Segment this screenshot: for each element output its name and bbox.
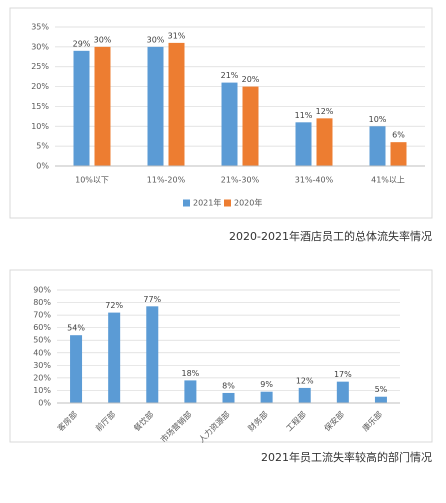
bar — [70, 335, 83, 403]
data-label: 5% — [375, 385, 388, 394]
bar — [108, 312, 121, 403]
x-tick-label: 10%以下 — [75, 176, 109, 185]
data-label: 12% — [296, 376, 314, 385]
bar — [168, 42, 185, 167]
y-tick-label: 50% — [33, 336, 51, 345]
legend-swatch — [224, 199, 231, 207]
y-tick-label: 70% — [33, 311, 51, 320]
bar — [242, 86, 259, 166]
y-tick-label: 20% — [31, 82, 49, 91]
bar — [390, 142, 407, 166]
y-tick-label: 5% — [36, 142, 49, 151]
data-label: 20% — [242, 75, 260, 84]
x-tick-label: 31%-40% — [295, 176, 334, 185]
data-label: 31% — [168, 31, 186, 40]
legend-label: 2020年 — [234, 198, 262, 208]
y-tick-label: 25% — [31, 62, 49, 71]
chart-caption: 2021年员工流失率较高的部门情况 — [261, 450, 432, 464]
data-label: 29% — [73, 39, 91, 48]
data-label: 30% — [147, 35, 165, 44]
y-tick-label: 10% — [33, 386, 51, 395]
y-tick-label: 35% — [31, 23, 49, 32]
chart-caption: 2020-2021年酒店员工的总体流失率情况 — [229, 229, 432, 243]
data-label: 17% — [334, 370, 352, 379]
y-tick-label: 0% — [36, 162, 49, 171]
data-label: 21% — [221, 71, 239, 80]
bar — [260, 391, 273, 403]
bar — [298, 387, 311, 403]
data-label: 10% — [369, 115, 387, 124]
bar — [94, 46, 111, 166]
y-tick-label: 80% — [33, 298, 51, 307]
y-tick-label: 60% — [33, 323, 51, 332]
y-tick-label: 40% — [33, 348, 51, 357]
y-tick-label: 15% — [31, 102, 49, 111]
data-label: 9% — [260, 380, 273, 389]
x-tick-label: 41%以上 — [371, 176, 405, 185]
data-label: 12% — [316, 107, 334, 116]
y-tick-label: 20% — [33, 373, 51, 382]
legend-label: 2021年 — [193, 198, 221, 208]
data-label: 30% — [94, 35, 112, 44]
y-tick-label: 10% — [31, 122, 49, 131]
data-label: 72% — [105, 301, 123, 310]
x-tick-label: 11%-20% — [147, 176, 186, 185]
bar — [295, 122, 312, 166]
bar — [147, 46, 164, 166]
bar — [73, 50, 90, 167]
data-label: 11% — [295, 111, 313, 120]
y-tick-label: 0% — [38, 399, 51, 408]
data-label: 6% — [392, 131, 405, 140]
bar — [222, 392, 235, 403]
y-tick-label: 90% — [33, 286, 51, 295]
data-label: 77% — [143, 295, 161, 304]
y-tick-label: 30% — [31, 42, 49, 51]
bar — [316, 118, 333, 166]
bar — [336, 381, 349, 403]
bar — [184, 380, 197, 403]
data-label: 8% — [222, 381, 235, 390]
bar — [374, 396, 387, 403]
data-label: 18% — [181, 369, 199, 378]
x-tick-label: 21%-30% — [221, 176, 260, 185]
bar — [146, 306, 159, 403]
legend-swatch — [183, 199, 190, 207]
bar — [369, 126, 386, 166]
y-tick-label: 30% — [33, 361, 51, 370]
data-label: 54% — [67, 324, 85, 333]
bar — [221, 82, 238, 166]
